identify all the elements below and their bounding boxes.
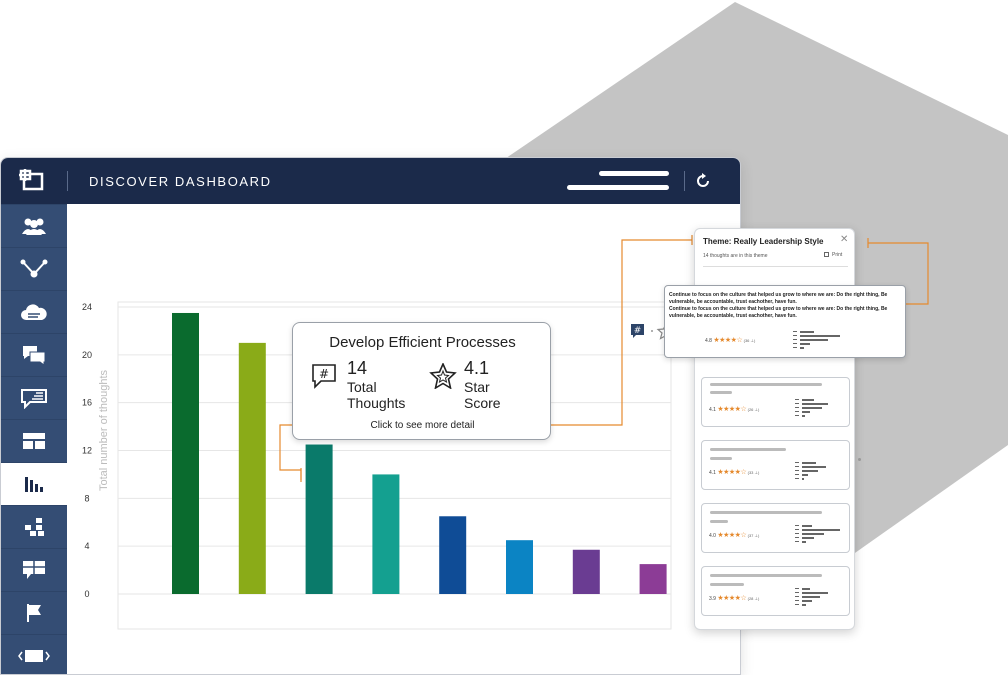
sidebar-item-thoughts[interactable] xyxy=(1,377,67,419)
rating-histogram xyxy=(793,331,840,349)
y-tick-label: 4 xyxy=(84,541,89,551)
star-score-label-1: Star xyxy=(464,379,490,395)
sidebar-item-flag[interactable] xyxy=(1,592,67,634)
hashtag-bubble-icon: # xyxy=(312,364,336,389)
sidebar-item-table[interactable] xyxy=(1,549,67,591)
thought-line-1: Continue to focus on the culture that he… xyxy=(669,292,888,305)
total-thoughts-value: 14 xyxy=(347,358,368,378)
bar[interactable] xyxy=(639,564,667,594)
bar[interactable] xyxy=(506,540,533,594)
sidebar-item-cloud[interactable] xyxy=(1,291,67,333)
thought-text-placeholder xyxy=(710,448,786,451)
menu-line-bottom[interactable] xyxy=(567,185,669,190)
y-tick-label: 0 xyxy=(84,589,89,599)
rating-histogram xyxy=(795,462,826,480)
svg-text:#: # xyxy=(634,326,642,336)
app-title: DISCOVER DASHBOARD xyxy=(89,174,272,189)
network-icon xyxy=(20,259,48,278)
thought-text-placeholder xyxy=(710,511,822,514)
thought-text-placeholder xyxy=(710,520,728,523)
bar[interactable] xyxy=(572,549,600,594)
see-detail-link[interactable]: Click to see more detail xyxy=(370,420,475,431)
menu-line-top[interactable] xyxy=(599,171,669,176)
expanded-thought-card[interactable]: Continue to focus on the culture that he… xyxy=(664,285,906,358)
rating-histogram xyxy=(795,399,828,417)
print-label: Print xyxy=(832,252,843,258)
flag-icon xyxy=(27,604,41,622)
y-tick-label: 24 xyxy=(82,302,92,312)
card-rating: 4.1 ★★★★☆ (33 ⊥) xyxy=(709,469,760,476)
star-score-value: 4.1 xyxy=(464,358,490,378)
thought-text-placeholder xyxy=(710,574,822,577)
title-separator-right xyxy=(684,171,685,191)
rating-histogram xyxy=(795,588,828,606)
y-tick-label: 16 xyxy=(82,398,92,408)
table-icon xyxy=(23,561,45,579)
print-button[interactable]: Print xyxy=(824,252,842,258)
layout-icon xyxy=(23,433,45,449)
sidebar-item-slides[interactable] xyxy=(1,635,67,674)
separator-dot-icon xyxy=(651,330,653,332)
y-tick-label: 8 xyxy=(84,493,89,503)
grid-icon xyxy=(25,518,44,536)
card-rating: 4.0 ★★★★☆ (37 ⊥) xyxy=(709,532,760,539)
y-tick-label: 12 xyxy=(82,446,92,456)
sidebar-item-layout[interactable] xyxy=(1,420,67,462)
thought-card[interactable]: 4.1 ★★★★☆ (33 ⊥) xyxy=(701,440,850,490)
y-tick-label: 20 xyxy=(82,350,92,360)
sidebar-item-chart[interactable] xyxy=(1,463,67,505)
bar[interactable] xyxy=(172,312,199,594)
total-thoughts-label-2: Thoughts xyxy=(347,395,406,411)
bar[interactable] xyxy=(305,444,333,594)
expanded-rating: 4.8 ★★★★☆ (36 ⊥) xyxy=(705,337,756,344)
refresh-icon[interactable] xyxy=(694,172,712,190)
cloud-icon xyxy=(21,304,47,320)
thought-card[interactable]: 4.0 ★★★★☆ (37 ⊥) xyxy=(701,503,850,553)
thought-line-2: Continue to focus on the culture that he… xyxy=(669,306,888,319)
sidebar-item-network[interactable] xyxy=(1,248,67,290)
thought-text-placeholder xyxy=(710,383,822,386)
thought-text-placeholder xyxy=(710,391,732,394)
hashtag-bubble-icon[interactable]: # xyxy=(631,324,644,338)
bar-chart-icon xyxy=(25,477,43,492)
card-rating: 4.1 ★★★★☆ (26 ⊥) xyxy=(709,406,760,413)
panel-title: Theme: Really Leadership Style xyxy=(703,237,824,246)
title-separator xyxy=(67,171,68,191)
thought-bubble-icon xyxy=(21,389,47,409)
app-logo-icon xyxy=(19,169,44,191)
bar[interactable] xyxy=(238,342,266,594)
scroll-indicator-dot xyxy=(858,458,861,461)
print-icon xyxy=(824,252,829,257)
svg-text:#: # xyxy=(319,367,329,381)
close-icon[interactable]: ✕ xyxy=(840,234,849,245)
plot-frame xyxy=(117,301,672,630)
y-axis-label: Total number of thoughts xyxy=(98,369,110,491)
sidebar xyxy=(1,204,67,674)
card-rating: 3.9 ★★★★☆ (28 ⊥) xyxy=(709,595,760,602)
star-score-label-2: Score xyxy=(464,395,501,411)
chat-bubbles-icon xyxy=(23,346,46,366)
star-icon xyxy=(429,363,457,389)
sidebar-item-users[interactable] xyxy=(1,205,67,247)
thought-card[interactable]: 4.1 ★★★★☆ (26 ⊥) xyxy=(701,377,850,427)
panel-divider xyxy=(703,266,848,267)
thought-card[interactable]: 3.9 ★★★★☆ (28 ⊥) xyxy=(701,566,850,616)
title-bar: DISCOVER DASHBOARD xyxy=(1,158,740,204)
thought-text-placeholder xyxy=(710,457,732,460)
bar[interactable] xyxy=(439,516,467,594)
thought-text-placeholder xyxy=(710,583,744,586)
thought-text: Continue to focus on the culture that he… xyxy=(669,292,901,320)
sidebar-item-grid[interactable] xyxy=(1,506,67,548)
total-thoughts-label-1: Total xyxy=(347,379,377,395)
sidebar-item-chat[interactable] xyxy=(1,334,67,376)
slides-icon xyxy=(18,650,50,662)
users-icon xyxy=(22,218,46,235)
bar[interactable] xyxy=(372,474,400,594)
theme-tooltip[interactable]: Develop Efficient Processes # 14 Total T… xyxy=(292,322,551,440)
panel-subtitle: 14 thoughts are in this theme xyxy=(703,253,768,259)
rating-histogram xyxy=(795,525,840,543)
tooltip-title: Develop Efficient Processes xyxy=(329,334,516,351)
